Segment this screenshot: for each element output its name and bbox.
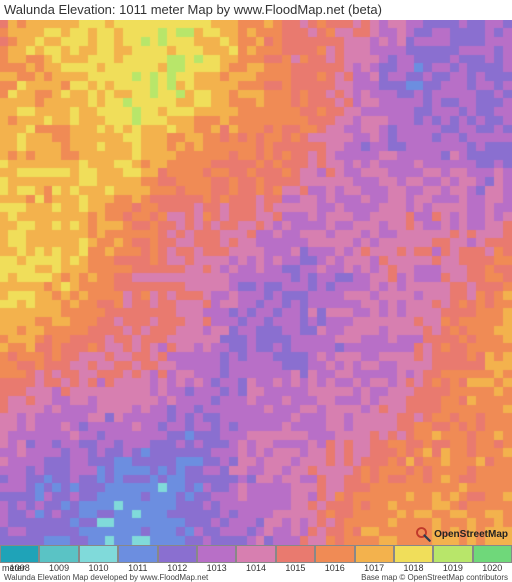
legend-labels: meter 1008100910101011101210131014101510…	[0, 563, 512, 573]
legend-swatch	[79, 545, 118, 563]
legend-value: 1020	[482, 563, 502, 573]
legend-value: 1018	[404, 563, 424, 573]
legend-value: 1013	[207, 563, 227, 573]
elevation-heatmap	[0, 20, 512, 545]
map-title: Walunda Elevation: 1011 meter Map by www…	[0, 0, 512, 20]
legend-value: 1016	[325, 563, 345, 573]
legend-swatch	[394, 545, 433, 563]
legend-value: 1010	[88, 563, 108, 573]
legend-value: 1011	[128, 563, 147, 573]
magnifier-icon	[414, 525, 432, 543]
credits-left: Walunda Elevation Map developed by www.F…	[4, 573, 208, 582]
legend-swatch	[433, 545, 472, 563]
legend-swatch	[158, 545, 197, 563]
legend-swatch	[118, 545, 157, 563]
elevation-legend	[0, 545, 512, 563]
legend-value: 1014	[246, 563, 266, 573]
legend-value: 1008	[10, 563, 30, 573]
legend-value: 1012	[167, 563, 187, 573]
credits-right: Base map © OpenStreetMap contributors	[361, 573, 508, 582]
map-footer: meter 1008100910101011101210131014101510…	[0, 545, 512, 582]
legend-swatch	[0, 545, 39, 563]
legend-swatch	[39, 545, 78, 563]
legend-value: 1017	[364, 563, 384, 573]
legend-swatch	[276, 545, 315, 563]
attribution-badge[interactable]: OpenStreetMap	[414, 525, 508, 543]
legend-swatch	[473, 545, 512, 563]
legend-swatch	[197, 545, 236, 563]
legend-value: 1019	[443, 563, 463, 573]
attribution-text: OpenStreetMap	[434, 529, 508, 540]
legend-value: 1015	[285, 563, 305, 573]
legend-value: 1009	[49, 563, 69, 573]
legend-swatch	[315, 545, 354, 563]
legend-swatch	[355, 545, 394, 563]
map-area[interactable]: OpenStreetMap	[0, 20, 512, 545]
map-container: Walunda Elevation: 1011 meter Map by www…	[0, 0, 512, 582]
map-credits: Walunda Elevation Map developed by www.F…	[0, 573, 512, 582]
legend-swatch	[236, 545, 275, 563]
